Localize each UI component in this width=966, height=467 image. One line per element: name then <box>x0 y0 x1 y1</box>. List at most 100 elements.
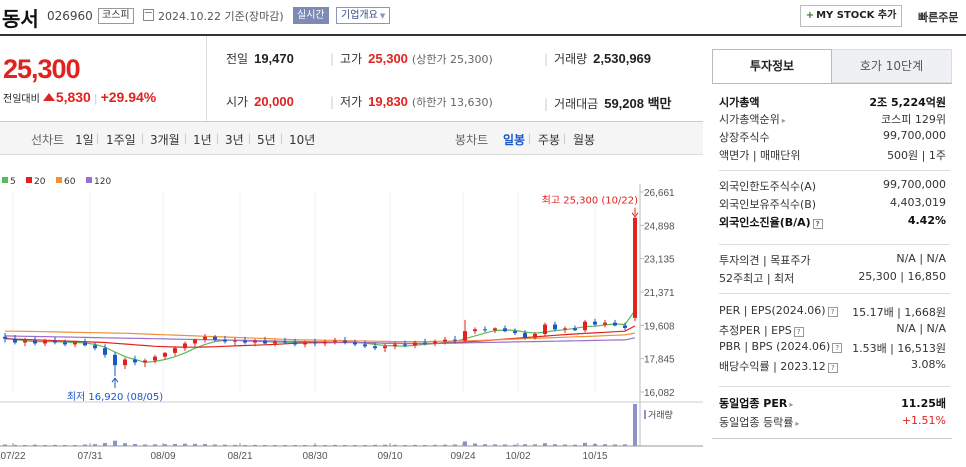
info-value: 4.42% <box>907 214 946 227</box>
stat-label: 고가 <box>340 52 363 66</box>
info-label: 외국인소진율(B/A)? <box>719 214 823 230</box>
y-tick-label: 19,608 <box>644 321 675 332</box>
tab-orderbook[interactable]: 호가 10단계 <box>832 49 952 83</box>
low-arrowhead <box>111 377 119 383</box>
ma-line-20 <box>4 325 636 348</box>
y-tick-label: 16,082 <box>644 388 675 399</box>
stat-value: 19,470 <box>254 51 294 66</box>
info-row[interactable]: 동일업종 등락률 ▸ +1.51% <box>719 414 950 431</box>
realtime-button[interactable]: 실시간 <box>293 7 329 24</box>
info-label: 외국인보유주식수(B) <box>719 198 817 211</box>
info-value: 15.17배 | 1,668원 <box>852 306 946 319</box>
x-tick-label: 09/24 <box>450 451 475 462</box>
tab-period-3y[interactable]: 3년 <box>225 133 244 147</box>
info-divider <box>719 293 950 294</box>
candle-body <box>293 342 297 345</box>
volume-bar <box>613 444 617 446</box>
x-tick-label: 08/09 <box>150 451 175 462</box>
help-icon[interactable]: ? <box>793 327 804 337</box>
candle-body <box>343 340 347 343</box>
legend-label: 5 <box>10 177 16 187</box>
low-annotation: 최저 16,920 (08/05) <box>67 391 163 403</box>
tab-monthly-candle[interactable]: 월봉 <box>573 133 596 147</box>
info-label: 동일업종 등락률 ▸ <box>719 416 800 429</box>
y-tick-label: 21,371 <box>644 288 675 299</box>
chart-legend: 5 20 60 120 <box>2 177 111 187</box>
stat-low: | 저가 19,830 (하한가 13,630) <box>330 94 493 109</box>
info-value: 11.25배 <box>901 397 946 410</box>
candle-body <box>213 336 217 340</box>
caret-right-icon: ▸ <box>795 419 800 428</box>
stat-label: 전일 <box>226 52 249 66</box>
price-divider <box>206 36 207 121</box>
volume-bar <box>273 445 277 446</box>
help-icon[interactable]: ? <box>832 343 843 353</box>
stat-open: 시가 20,000 <box>226 93 294 110</box>
mystock-add-button[interactable]: + MY STOCK 추가 <box>800 5 902 27</box>
info-row: 외국인소진율(B/A)? 4.42% <box>719 214 950 231</box>
volume-bar <box>353 445 357 446</box>
info-value: N/A | N/A <box>896 252 946 265</box>
tab-period-10y[interactable]: 10년 <box>289 133 316 147</box>
help-icon[interactable]: ? <box>827 363 838 373</box>
candle-body <box>393 344 397 347</box>
volume-bar <box>423 445 427 446</box>
price-axis: 26,661 24,898 23,135 21,371 19,608 17,845 16,0… <box>644 188 675 399</box>
info-label: 상장주식수 <box>719 131 770 144</box>
info-value: 4,403,019 <box>890 196 946 209</box>
volume-bar <box>163 444 167 446</box>
company-overview-button[interactable]: 기업개요 ▼ <box>336 7 391 24</box>
help-icon[interactable]: ? <box>827 307 838 317</box>
candle-body <box>73 342 77 345</box>
info-label: 시가총액순위 ▸ <box>719 113 786 126</box>
plus-icon: + <box>805 10 815 21</box>
candle-chart-label[interactable]: 봉차트 <box>455 133 489 147</box>
volume-bar <box>133 444 137 446</box>
info-divider <box>719 244 950 245</box>
tab-period-1w[interactable]: 1주일 <box>106 133 136 147</box>
legend-label: 20 <box>34 177 46 187</box>
info-row: 외국인보유주식수(B) 4,403,019 <box>719 196 950 213</box>
tab-period-5y[interactable]: 5년 <box>257 133 276 147</box>
help-icon[interactable]: ? <box>812 219 823 229</box>
x-tick-label: 07/22 <box>0 451 25 462</box>
candle-body <box>533 333 537 338</box>
tab-invest-info[interactable]: 투자정보 <box>712 49 832 83</box>
volume-bars: 거래량 <box>3 404 673 446</box>
x-tick-label: 08/30 <box>302 451 327 462</box>
volume-bar <box>553 444 557 446</box>
volume-label: 거래량 <box>648 409 673 421</box>
volume-bar <box>173 444 177 446</box>
candle-body <box>593 321 597 325</box>
quick-order-button[interactable]: 빠른주문 <box>918 11 959 24</box>
volume-bar <box>153 444 157 446</box>
tab-daily-candle[interactable]: 일봉 <box>503 133 526 147</box>
volume-bar <box>233 444 237 446</box>
tab-weekly-candle[interactable]: 주봉 <box>538 133 561 147</box>
volume-bar <box>373 444 377 446</box>
candle-body <box>13 338 17 343</box>
info-row[interactable]: 동일업종 PER ▸ 11.25배 <box>719 395 950 412</box>
volume-bar <box>583 442 587 446</box>
volume-bar <box>463 441 467 446</box>
candle-body <box>193 339 197 344</box>
candle-body <box>433 341 437 344</box>
volume-bar <box>533 444 537 446</box>
tab-period-1d[interactable]: 1일 <box>75 133 94 147</box>
volume-bar <box>3 444 7 446</box>
info-label: 추정PER | EPS? <box>719 322 804 338</box>
line-chart-label[interactable]: 선차트 <box>31 133 65 147</box>
candle-body <box>113 354 117 366</box>
tab-period-1y[interactable]: 1년 <box>193 133 212 147</box>
candle-body <box>183 343 187 349</box>
info-row[interactable]: 시가총액순위 ▸ 코스피 129위 <box>719 111 950 128</box>
candle-body <box>243 340 247 343</box>
change-rate: +29.94% <box>100 89 157 105</box>
volume-bar <box>473 443 477 446</box>
tab-period-3m[interactable]: 3개월 <box>150 133 180 147</box>
volume-bar <box>63 445 67 446</box>
info-value: 500원 | 1주 <box>887 149 946 162</box>
candle-chart[interactable]: 5 20 60 120 26,661 24,898 23,135 21,371 19,608 1… <box>0 156 703 467</box>
volume-bar <box>483 444 487 446</box>
legend-label: 60 <box>64 177 76 187</box>
